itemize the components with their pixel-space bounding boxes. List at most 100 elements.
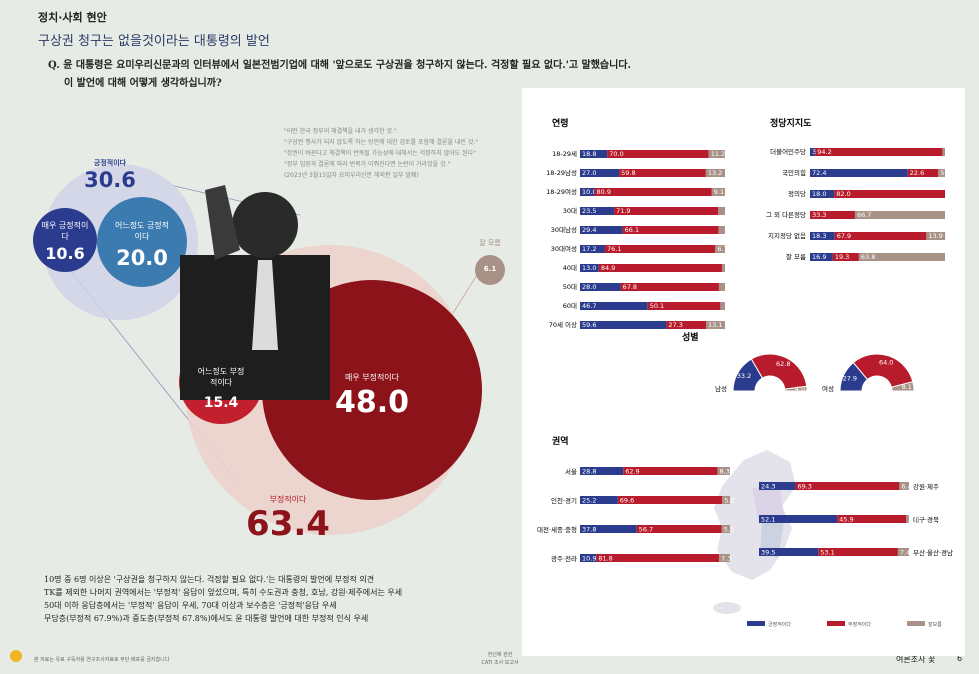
positive-segment <box>580 226 623 234</box>
positive-segment <box>810 253 833 261</box>
category-label: 정의당 <box>788 189 806 198</box>
dont-know-segment <box>890 381 915 392</box>
negative-segment <box>636 525 722 533</box>
data-label: 5.0 <box>940 169 950 177</box>
data-label: 67.9 <box>837 232 851 240</box>
data-label: 28.0 <box>582 283 596 291</box>
dont-know-segment <box>722 496 730 504</box>
quote-source: (2023년 3월15일자 요미우리신문 해외판 일부 발췌) <box>284 172 419 179</box>
category-label: 그 외 다른정당 <box>766 210 806 219</box>
data-label: 29.4 <box>582 226 596 234</box>
positive-segment <box>759 515 838 523</box>
data-label: 46.7 <box>582 302 596 310</box>
data-label: 10.9 <box>582 555 596 563</box>
negative-segment <box>604 245 716 253</box>
quote-line: "구상권 행사가 되지 않도록 하는 방안에 대한 검토를 포함해 결론을 내린… <box>284 139 479 146</box>
data-label: 8.3 <box>720 468 730 476</box>
negative-segment <box>852 353 914 388</box>
data-label: 7.4 <box>900 549 910 557</box>
data-label: 62.8 <box>776 360 790 368</box>
negative-label: 부정적이다 <box>269 495 307 504</box>
data-label: 11.2 <box>711 150 725 158</box>
dont-know-segment <box>721 525 730 533</box>
data-label: 24.3 <box>761 483 775 491</box>
negative-segment <box>795 482 900 490</box>
somewhat-negative-value: 15.4 <box>203 395 239 411</box>
data-label: 33.3 <box>812 211 826 219</box>
summary-line: TK를 제외한 나머지 권역에서는 '부정적' 응답이 앞섰으며, 특히 수도권… <box>44 588 403 597</box>
negative-segment <box>837 515 906 523</box>
data-label: 69.6 <box>620 497 634 505</box>
data-label: 13.1 <box>708 321 722 329</box>
category-label: 지지정당 없음 <box>768 231 806 240</box>
data-label: 63.8 <box>861 253 875 261</box>
data-label: 8.1 <box>902 383 912 391</box>
negative-segment <box>907 169 939 177</box>
question-line-2: 이 발언에 대해 어떻게 생각하십니까? <box>64 78 222 89</box>
chart-title: 권역 <box>552 435 569 447</box>
dont-know-label: 잘 모름 <box>479 239 501 247</box>
question-prefix: Q. <box>48 60 60 71</box>
negative-segment <box>834 190 945 198</box>
positive-segment <box>580 207 615 215</box>
data-label: 18.8 <box>582 150 596 158</box>
negative-segment <box>623 467 718 475</box>
data-label: 59.6 <box>582 321 596 329</box>
dont-know-segment <box>720 302 725 310</box>
positive-segment <box>580 554 597 562</box>
category-label: 18-29남성 <box>546 168 577 177</box>
data-label: 62.9 <box>625 468 639 476</box>
negative-segment <box>832 253 859 261</box>
footer-center-1: 한신에 관한 <box>487 652 513 658</box>
data-label: 66.1 <box>625 226 639 234</box>
data-label: 5.2 <box>724 497 734 505</box>
dont-know-segment <box>718 226 725 234</box>
positive-segment <box>580 496 618 504</box>
somewhat-negative-label: 어느정도 부정적이다 <box>197 367 245 387</box>
positive-segment <box>580 467 624 475</box>
question-line-1: Q. 윤 대통령은 요미우리신문과의 인터뷰에서 일본전범기업에 대해 '앞으로… <box>48 56 631 71</box>
category-label: 30대남성 <box>551 225 577 234</box>
category-label: 잘 모름 <box>786 253 806 261</box>
very-negative-value: 48.0 <box>334 385 410 420</box>
footer-center-2: CATI 조사 보고서 <box>481 660 519 666</box>
dont-know-segment <box>899 482 909 490</box>
data-label: 53.1 <box>820 549 834 557</box>
category-label: 18-29여성 <box>546 187 577 196</box>
data-label: 69.3 <box>797 483 811 491</box>
quote-line: "정부 입장과 결론에 따라 번복가 이뤄진다면 논란이 가라앉을 것." <box>284 161 451 168</box>
dont-know-segment <box>706 321 725 329</box>
negative-segment <box>598 264 722 272</box>
president-photo <box>180 185 330 400</box>
summary-block: 10명 중 6명 이상은 '구상권을 청구하지 않는다. 걱정할 필요 없다.'… <box>44 573 402 625</box>
summary-line: 10명 중 6명 이상은 '구상권을 청구하지 않는다. 걱정할 필요 없다.'… <box>44 575 375 584</box>
data-label: 17.2 <box>582 245 596 253</box>
data-label: 13.0 <box>582 264 596 272</box>
dont-know-segment <box>711 188 725 196</box>
data-label: 37.8 <box>582 526 596 534</box>
somewhat-positive-label: 어느정도 긍정적이다 <box>114 221 170 241</box>
category-label: 대구·경북 <box>913 515 939 524</box>
category-label: 여성 <box>822 384 834 393</box>
dont-know-segment <box>721 264 725 272</box>
bubble-chart <box>33 164 505 535</box>
category-label: 30대 <box>563 207 577 215</box>
very-positive-value: 10.6 <box>45 244 85 263</box>
data-label: 18.0 <box>812 190 826 198</box>
positive-segment <box>759 482 796 490</box>
dont-know-segment <box>715 245 725 253</box>
negative-segment <box>834 232 927 240</box>
data-label: 25.2 <box>582 497 596 505</box>
data-label: 7.3 <box>721 555 731 563</box>
dont-know-segment <box>705 169 725 177</box>
somewhat-positive-bubble <box>97 197 187 287</box>
data-label: 52.1 <box>761 516 775 524</box>
data-label: 13.2 <box>708 169 722 177</box>
dont-know-segment <box>719 554 730 562</box>
positive-segment <box>580 188 595 196</box>
negative-segment <box>617 496 723 504</box>
category-label: 50대 <box>563 283 577 291</box>
positive-segment <box>580 321 667 329</box>
negative-segment <box>622 226 719 234</box>
negative-segment <box>614 207 719 215</box>
